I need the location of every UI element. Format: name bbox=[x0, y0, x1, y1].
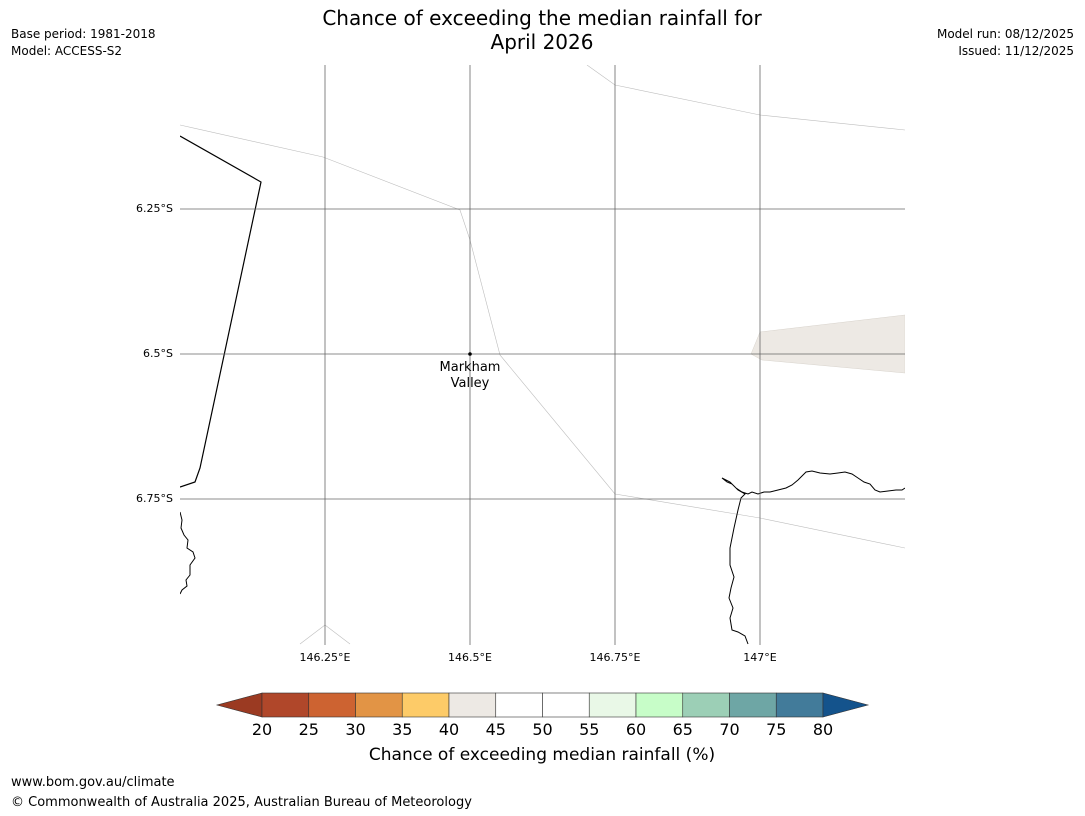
colorbar-segment-45-50 bbox=[495, 692, 543, 718]
colorbar-tick-40: 40 bbox=[438, 720, 460, 739]
model-label: Model: ACCESS-S2 bbox=[11, 44, 123, 58]
lon-label-146-5e: 146.5°E bbox=[448, 651, 492, 664]
colorbar bbox=[215, 692, 870, 718]
colorbar-segment-70-75 bbox=[729, 692, 777, 718]
colorbar-arrow-low bbox=[215, 692, 263, 718]
lat-label-6-5s: 6.5°S bbox=[143, 347, 173, 360]
title-line-2: April 2026 bbox=[490, 30, 594, 54]
lat-label-6-25s: 6.25°S bbox=[136, 202, 173, 215]
lon-label-146-25e: 146.25°E bbox=[299, 651, 351, 664]
colorbar-segment-20-25 bbox=[261, 692, 310, 718]
colorbar-segment-50-55 bbox=[542, 692, 590, 718]
colorbar-tick-35: 35 bbox=[392, 720, 413, 739]
base-period-label: Base period: 1981-2018 bbox=[11, 27, 156, 41]
copyright-text: © Commonwealth of Australia 2025, Austra… bbox=[11, 795, 472, 810]
colorbar-label: Chance of exceeding median rainfall (%) bbox=[368, 745, 716, 765]
colorbar-tick-55: 55 bbox=[579, 720, 600, 739]
colorbar-segment-55-60 bbox=[588, 692, 637, 718]
border-line bbox=[180, 135, 262, 488]
coastline-right bbox=[721, 470, 905, 645]
colorbar-tick-50: 50 bbox=[532, 720, 553, 739]
colorbar-tick-65: 65 bbox=[672, 720, 693, 739]
colorbar-segment-75-80 bbox=[775, 692, 824, 718]
colorbar-tick-30: 30 bbox=[345, 720, 366, 739]
colorbar-segment-65-70 bbox=[682, 692, 730, 718]
location-marker bbox=[468, 352, 472, 356]
colorbar-tick-60: 60 bbox=[625, 720, 647, 739]
colorbar-segment-30-35 bbox=[355, 692, 403, 718]
colorbar-tick-80: 80 bbox=[812, 720, 834, 739]
colorbar-segment-25-30 bbox=[308, 692, 356, 718]
model-run-label: Model run: 08/12/2025 bbox=[936, 27, 1074, 41]
lon-label-146-75e: 146.75°E bbox=[589, 651, 641, 664]
colorbar-tick-70: 70 bbox=[719, 720, 740, 739]
place-name-line-2: Valley bbox=[450, 376, 490, 391]
lon-label-147e: 147°E bbox=[743, 651, 777, 664]
shaded-region-40-45 bbox=[750, 314, 905, 374]
colorbar-arrow-high bbox=[822, 692, 870, 718]
colorbar-tick-75: 75 bbox=[766, 720, 787, 739]
title-line-1: Chance of exceeding the median rainfall … bbox=[322, 6, 762, 30]
place-label-markham-valley: Markham Valley bbox=[420, 360, 520, 392]
place-name-line-1: Markham bbox=[439, 360, 501, 375]
colorbar-segment-35-40 bbox=[401, 692, 450, 718]
lat-label-6-75s: 6.75°S bbox=[136, 492, 173, 505]
colorbar-tick-25: 25 bbox=[298, 720, 319, 739]
graticule bbox=[180, 65, 905, 645]
colorbar-tick-45: 45 bbox=[485, 720, 506, 739]
map-title: Chance of exceeding the median rainfall … bbox=[292, 6, 792, 54]
colorbar-tick-20: 20 bbox=[251, 720, 273, 739]
issued-label: Issued: 11/12/2025 bbox=[958, 44, 1074, 58]
website-link[interactable]: www.bom.gov.au/climate bbox=[11, 775, 175, 790]
colorbar-segment-60-65 bbox=[635, 692, 684, 718]
colorbar-segment-40-45 bbox=[448, 692, 497, 718]
coastline-left bbox=[180, 511, 196, 595]
